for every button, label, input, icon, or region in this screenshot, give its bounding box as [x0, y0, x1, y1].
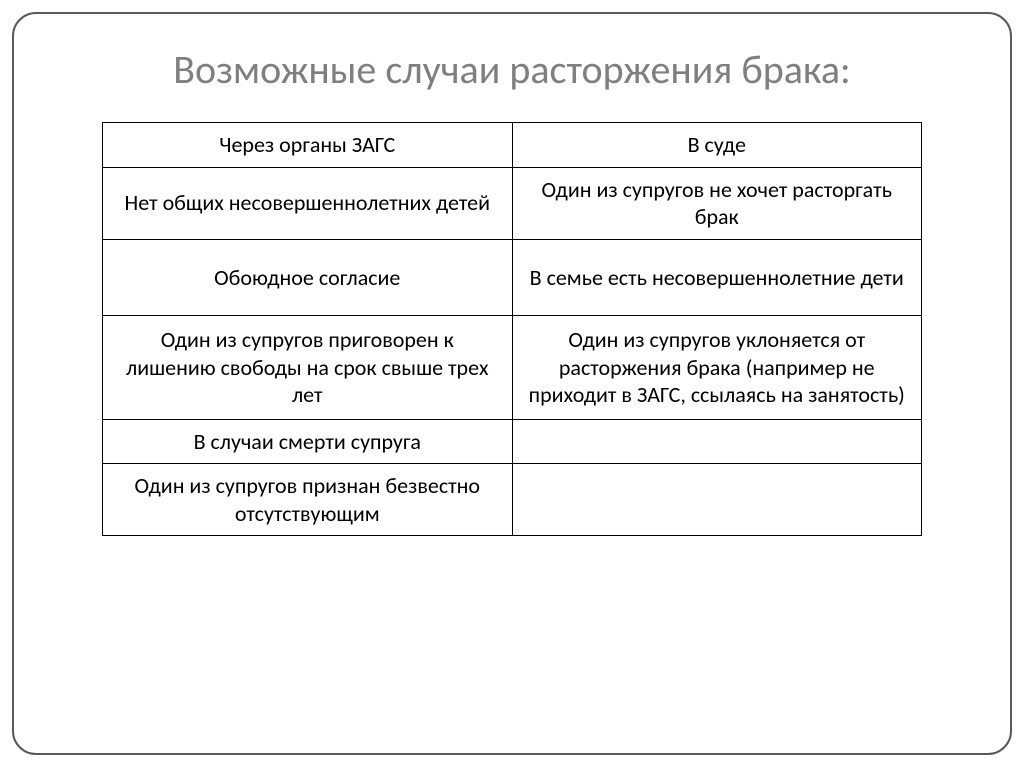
- cell-court-1: Один из супругов не хочет расторгать бра…: [512, 167, 922, 239]
- cell-court-3: Один из супругов уклоняется от расторжен…: [512, 316, 922, 420]
- table-row: Нет общих несовершеннолетних детей Один …: [103, 167, 922, 239]
- column-header-zags: Через органы ЗАГС: [103, 123, 513, 168]
- table-header-row: Через органы ЗАГС В суде: [103, 123, 922, 168]
- table-row: Один из супругов признан безвестно отсут…: [103, 464, 922, 536]
- cell-zags-5: Один из супругов признан безвестно отсут…: [103, 464, 513, 536]
- table-row: В случаи смерти супруга: [103, 419, 922, 464]
- cell-zags-3: Один из супругов приговорен к лишению св…: [103, 316, 513, 420]
- cell-zags-4: В случаи смерти супруга: [103, 419, 513, 464]
- divorce-cases-table: Через органы ЗАГС В суде Нет общих несов…: [102, 122, 922, 536]
- table-row: Обоюдное согласие В семье есть несоверше…: [103, 239, 922, 316]
- table-row: Один из супругов приговорен к лишению св…: [103, 316, 922, 420]
- cell-court-4: [512, 419, 922, 464]
- slide-frame: Возможные случаи расторжения брака: Чере…: [12, 12, 1012, 755]
- cell-court-5: [512, 464, 922, 536]
- column-header-court: В суде: [512, 123, 922, 168]
- cell-zags-2: Обоюдное согласие: [103, 239, 513, 316]
- cell-zags-1: Нет общих несовершеннолетних детей: [103, 167, 513, 239]
- cell-court-2: В семье есть несовершеннолетние дети: [512, 239, 922, 316]
- slide-title: Возможные случаи расторжения брака:: [54, 46, 970, 94]
